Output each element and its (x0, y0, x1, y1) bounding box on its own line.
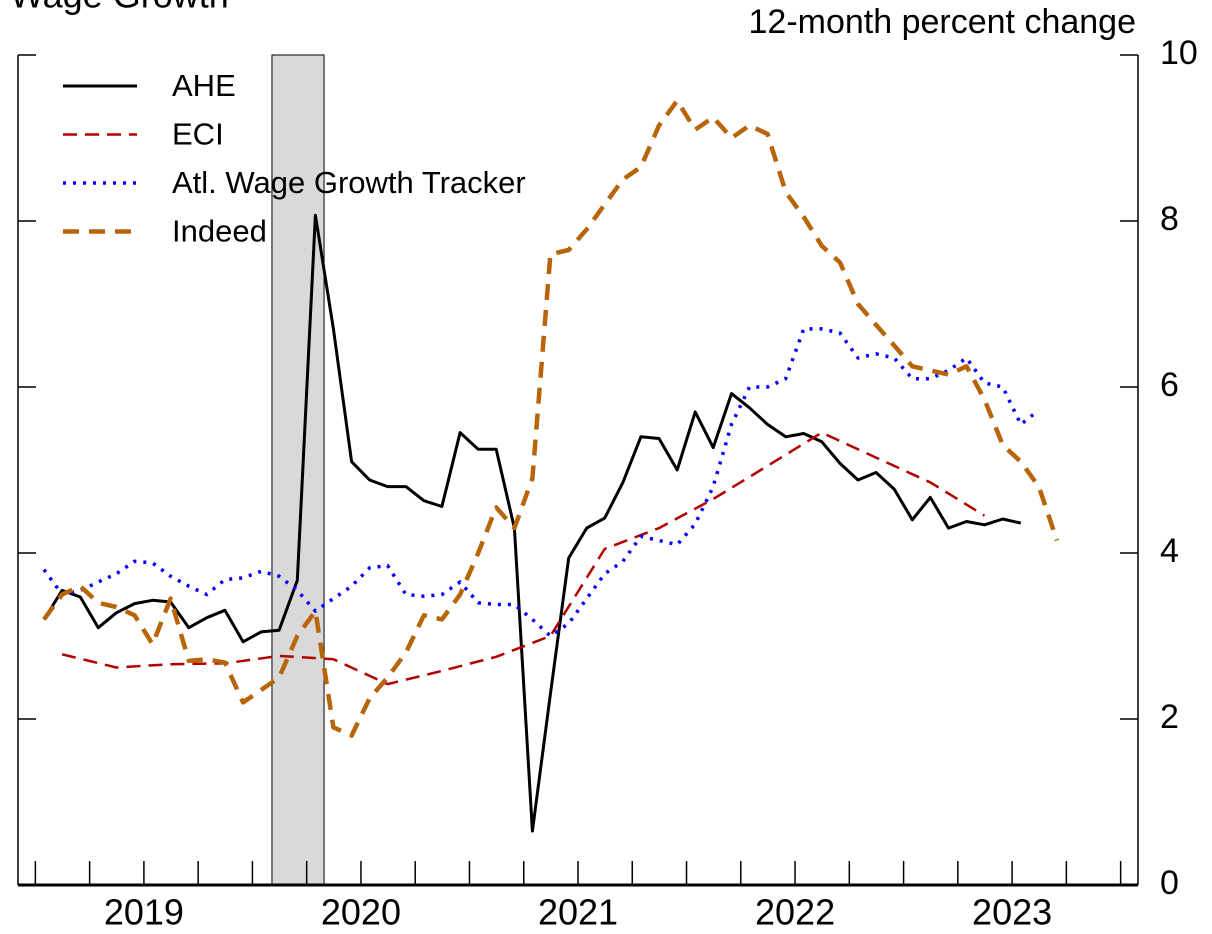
y-tick-label: 0 (1160, 864, 1179, 902)
x-tick-label: 2020 (321, 892, 401, 933)
y-tick-label: 10 (1160, 34, 1198, 72)
y-tick-label: 4 (1160, 532, 1179, 570)
x-tick-label: 2021 (538, 892, 618, 933)
series-line (42, 213, 1022, 833)
x-tick-label: 2019 (104, 892, 184, 933)
legend-label: Indeed (172, 214, 267, 249)
legend-label: AHE (172, 68, 236, 103)
series-line (42, 327, 1040, 638)
series-line (61, 431, 986, 686)
x-tick-label: 2023 (972, 892, 1052, 933)
y-tick-label: 2 (1160, 698, 1179, 736)
series-line (42, 98, 1060, 738)
y-axis-label: 12-month percent change (749, 3, 1136, 41)
legend-label: ECI (172, 117, 224, 152)
chart-title: Wage Growth (10, 0, 229, 16)
legend-label: Atl. Wage Growth Tracker (172, 165, 526, 200)
recession-shade (271, 54, 325, 886)
y-tick-label: 8 (1160, 200, 1179, 238)
x-tick-label: 2022 (755, 892, 835, 933)
y-tick-label: 6 (1160, 366, 1179, 404)
